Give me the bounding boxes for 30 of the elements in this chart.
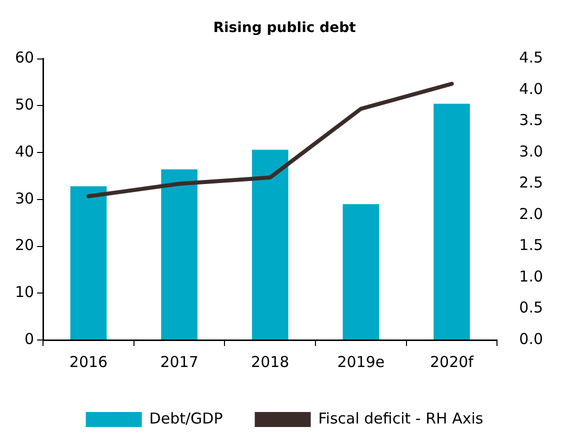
x-tick-label: 2019e [337,352,385,371]
x-tick-label: 2020f [430,352,474,371]
y2-tick-label: 2.5 [519,174,544,192]
y2-tick-label: 4.0 [519,80,544,98]
y-tick-label: 20 [14,236,34,254]
y-tick-label: 30 [14,189,34,208]
legend-label: Debt/GDP [149,409,223,428]
y2-tick-label: 3.0 [519,142,544,160]
y-tick-label: 60 [14,48,34,67]
bar [70,186,107,340]
y2-tick-label: 0.5 [519,298,544,317]
y2-tick-label: 2.0 [519,204,544,223]
y2-tick-label: 1.5 [519,236,544,254]
bar [161,169,198,340]
x-tick-label: 2017 [160,352,198,371]
y-tick-label: 40 [14,142,34,160]
y2-tick-label: 3.5 [519,111,544,130]
y-tick-label: 50 [14,96,34,114]
y2-tick-label: 0.0 [519,330,544,348]
x-tick-label: 2018 [251,352,290,371]
legend-label: Fiscal deficit - RH Axis [318,409,484,428]
y-tick-label: 0 [24,330,34,348]
y-tick-label: 10 [14,283,34,302]
y2-tick-label: 1.0 [519,267,544,286]
bar [434,104,470,340]
x-tick-label: 2016 [69,352,108,371]
chart-title: Rising public debt [213,20,356,36]
y2-tick-label: 4.5 [519,48,544,67]
bar [342,204,380,340]
bar [252,150,288,340]
